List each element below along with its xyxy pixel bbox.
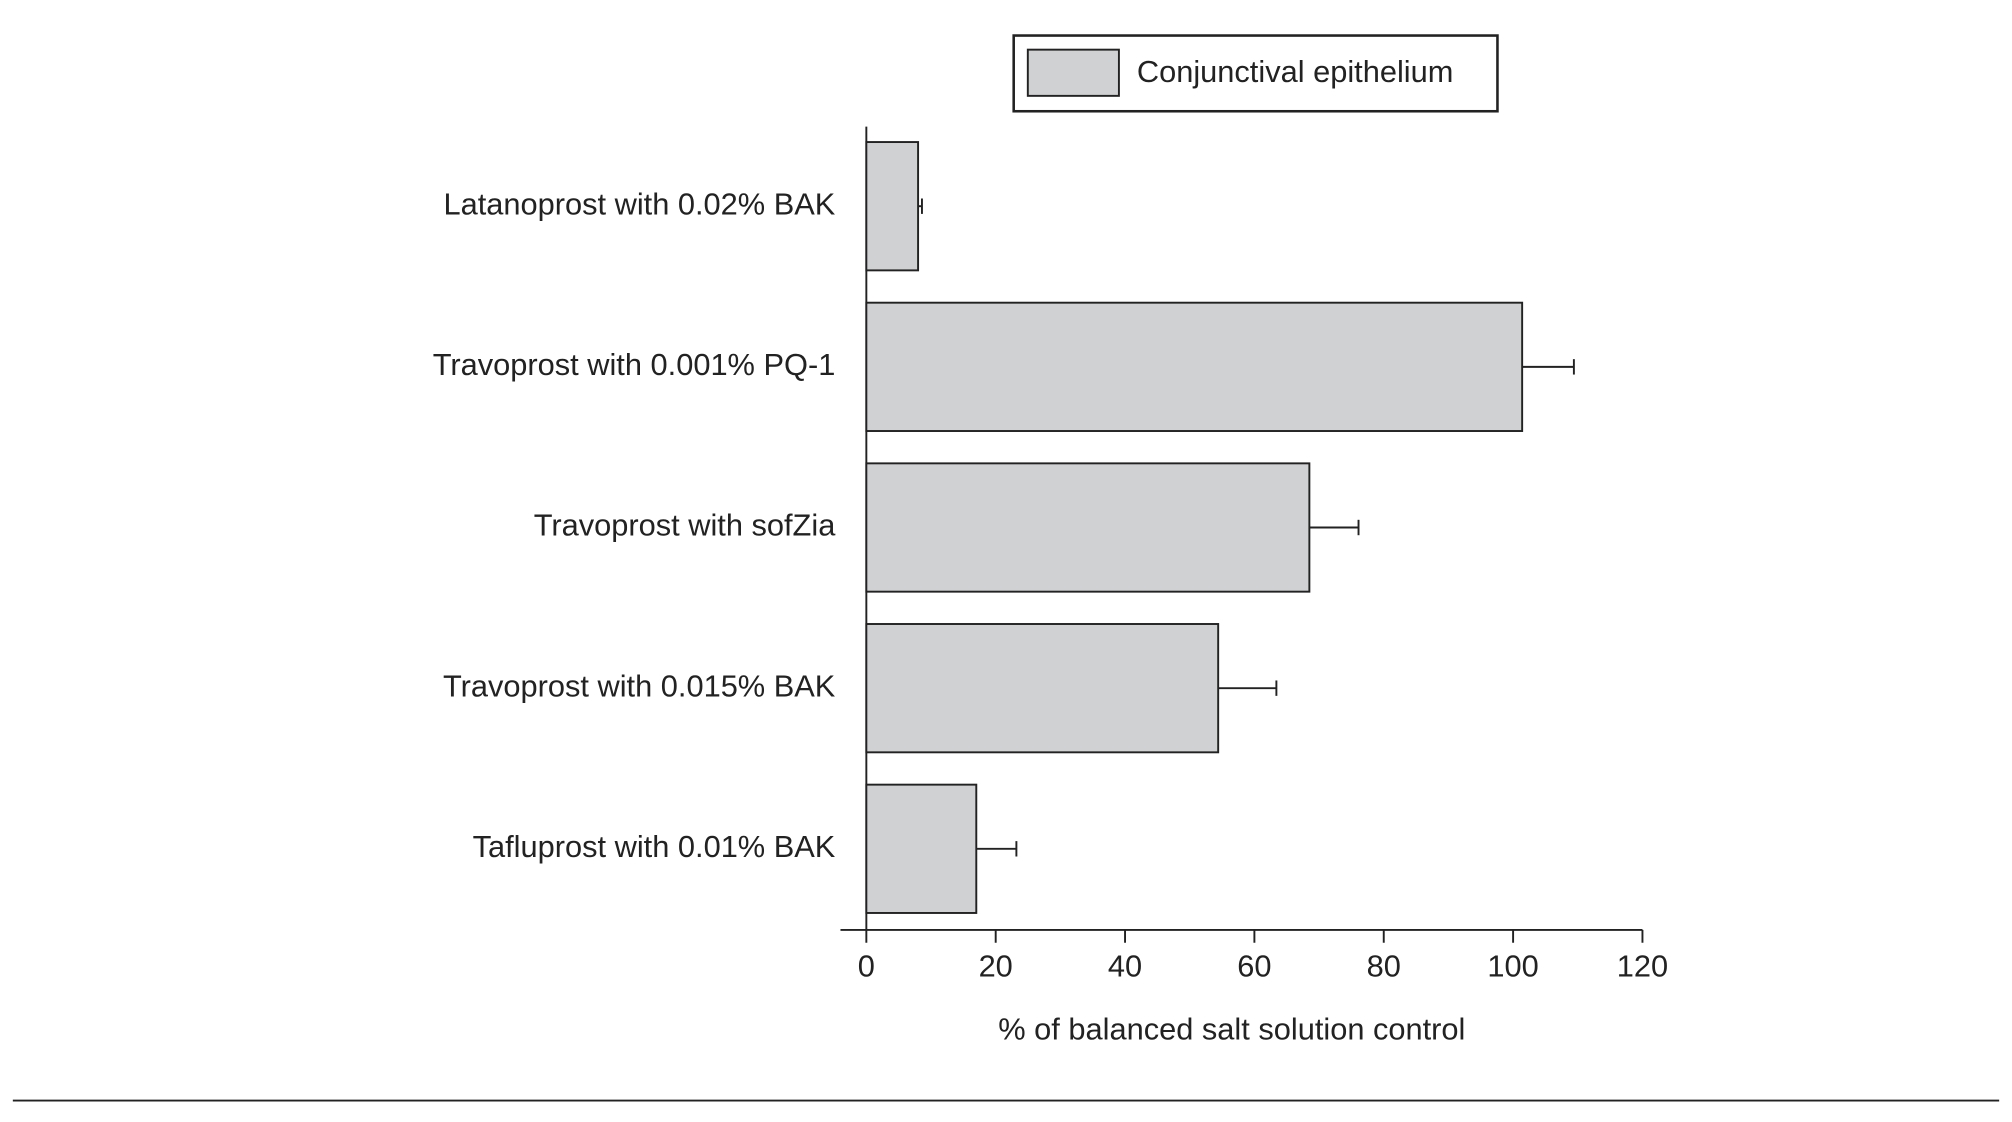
x-tick-label: 120 — [1617, 949, 1668, 984]
bar — [865, 783, 978, 914]
error-bar — [1309, 519, 1360, 536]
x-tick-label: 80 — [1367, 949, 1401, 984]
bar — [865, 301, 1524, 432]
y-tick-label: Travoprost with 0.015% BAK — [443, 668, 836, 703]
y-tick-label: Travoprost with 0.001% PQ-1 — [433, 347, 836, 382]
error-bar — [976, 841, 1018, 857]
bar — [865, 462, 1311, 593]
legend-label: Conjunctival epithelium — [1137, 54, 1454, 89]
x-tick-label: 60 — [1237, 949, 1271, 984]
x-tick-label: 20 — [979, 949, 1013, 984]
x-axis-label: % of balanced salt solution control — [998, 1011, 1465, 1046]
x-tick-label: 100 — [1487, 949, 1538, 984]
x-tick-label: 0 — [858, 949, 875, 984]
bar — [865, 141, 920, 272]
y-tick-label: Travoprost with sofZia — [534, 508, 837, 543]
error-bar — [1522, 359, 1575, 375]
bar — [865, 623, 1220, 754]
y-tick-label: Tafluprost with 0.01% BAK — [473, 829, 836, 864]
y-tick-label: Latanoprost with 0.02% BAK — [443, 186, 835, 221]
x-tick-label: 40 — [1108, 949, 1142, 984]
error-bar — [1218, 680, 1278, 696]
error-bar — [918, 198, 923, 214]
legend-swatch — [1026, 48, 1120, 97]
